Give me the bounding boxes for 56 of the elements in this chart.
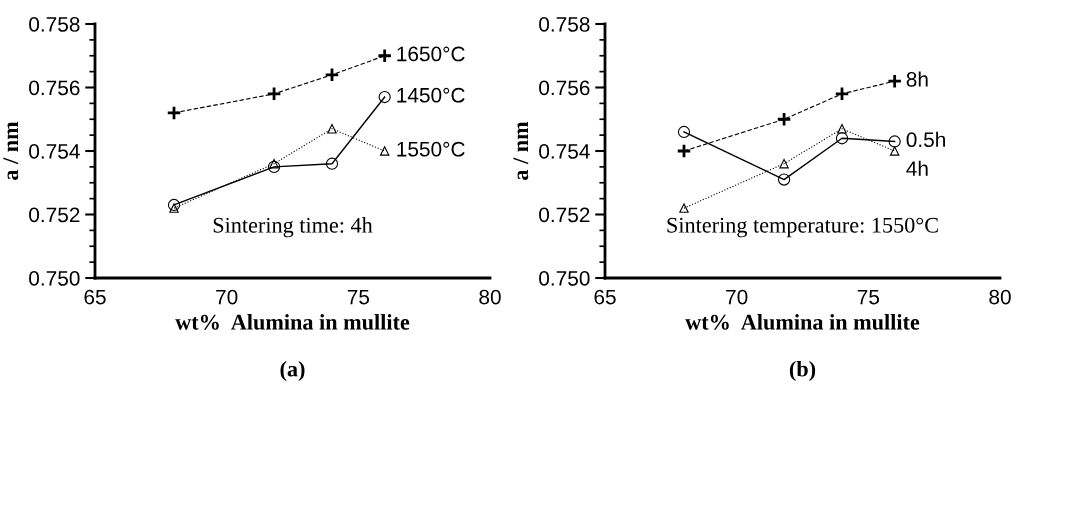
y-tick-label: 0.750 bbox=[539, 271, 590, 286]
point bbox=[169, 203, 179, 213]
point bbox=[679, 203, 689, 213]
point bbox=[676, 143, 692, 159]
x-axis-title: wt% Alumina in mullite bbox=[685, 314, 920, 330]
x-axis-title: wt% Alumina in mullite bbox=[175, 314, 410, 330]
series-label: 8h bbox=[906, 71, 928, 87]
series-label: 0.5h bbox=[906, 131, 945, 148]
point bbox=[269, 158, 279, 169]
point bbox=[379, 146, 390, 156]
text: (b) bbox=[789, 360, 816, 382]
y-tick-label: 0.752 bbox=[29, 207, 80, 223]
series-label: 1650°C bbox=[397, 46, 465, 62]
series-label: 1550°C bbox=[397, 141, 465, 157]
y-tick-label: 0.758 bbox=[539, 17, 590, 32]
x-tick-label: 80 bbox=[479, 289, 501, 305]
point bbox=[378, 90, 391, 104]
text: (a) bbox=[280, 360, 305, 382]
point bbox=[777, 173, 791, 186]
x-tick-label: 75 bbox=[857, 289, 880, 305]
series-label: 1450°C bbox=[397, 87, 465, 103]
y-tick-label: 0.756 bbox=[29, 80, 80, 96]
x-tick-label: 75 bbox=[347, 289, 370, 305]
point bbox=[779, 158, 789, 169]
point bbox=[888, 135, 901, 148]
x-tick-label: 65 bbox=[594, 289, 616, 305]
y-tick-label: 0.752 bbox=[539, 207, 590, 223]
point bbox=[167, 198, 181, 212]
point bbox=[324, 67, 340, 83]
point bbox=[837, 124, 847, 134]
point bbox=[677, 125, 691, 139]
point bbox=[325, 157, 339, 170]
x-tick-label: 70 bbox=[216, 289, 238, 305]
y-tick-label: 0.754 bbox=[539, 144, 590, 159]
point bbox=[834, 86, 850, 102]
y-axis-title: a / nm bbox=[513, 121, 529, 180]
point bbox=[266, 86, 282, 102]
y-tick-label: 0.754 bbox=[29, 144, 80, 159]
y-axis-title: a / nm bbox=[3, 121, 19, 180]
annotation: Sintering time: 4h bbox=[213, 217, 373, 238]
point bbox=[776, 111, 792, 127]
point bbox=[327, 124, 337, 134]
y-tick-label: 0.756 bbox=[539, 80, 590, 96]
x-tick-label: 70 bbox=[726, 289, 748, 305]
point bbox=[377, 48, 393, 64]
point bbox=[889, 146, 900, 156]
point bbox=[267, 160, 281, 173]
y-tick-label: 0.758 bbox=[29, 17, 80, 32]
point bbox=[166, 105, 182, 121]
x-tick-label: 80 bbox=[989, 289, 1011, 305]
series-label: 4h bbox=[906, 160, 928, 176]
y-tick-label: 0.750 bbox=[29, 271, 80, 286]
point bbox=[887, 73, 903, 89]
point bbox=[835, 132, 849, 145]
annotation: Sintering temperature: 1550°C bbox=[667, 217, 938, 238]
x-tick-label: 65 bbox=[84, 289, 106, 305]
